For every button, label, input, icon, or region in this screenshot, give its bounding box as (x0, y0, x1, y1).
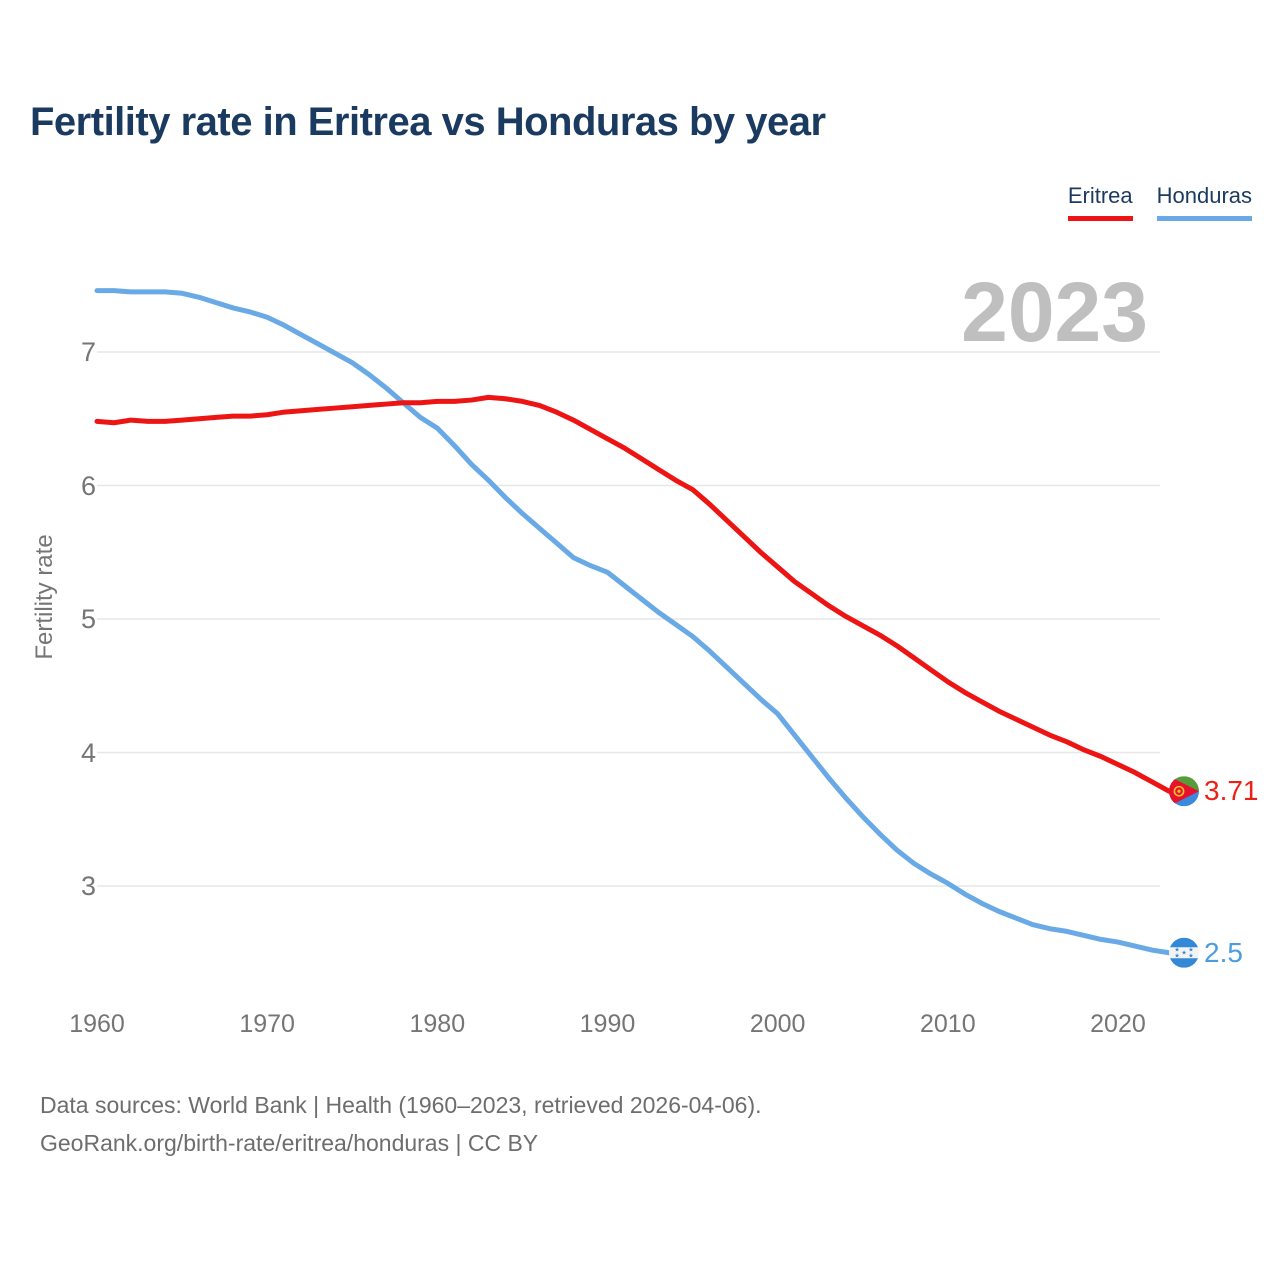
x-axis-tick: 1980 (409, 1010, 466, 1038)
x-axis-tick: 1960 (69, 1010, 125, 1038)
y-axis-tick: 4 (80, 737, 96, 768)
honduras-end-value: 2.5 (1204, 937, 1243, 968)
legend: Eritrea Honduras (1067, 183, 1252, 222)
footer-attribution-line: GeoRank.org/birth-rate/eritrea/honduras … (40, 1130, 539, 1156)
svg-text:★: ★ (1188, 946, 1193, 953)
gridlines (97, 351, 1160, 887)
y-axis-tick: 7 (80, 337, 96, 367)
honduras-line (94, 288, 1172, 956)
legend-item-honduras[interactable]: Honduras (1156, 183, 1252, 222)
y-axis-tick: 6 (80, 470, 96, 501)
honduras-flag-icon: ★ ★ ★ ★ ★ (1169, 937, 1199, 968)
year-watermark: 2023 (961, 265, 1148, 359)
eritrea-line (94, 394, 1172, 794)
x-axis-tick: 2010 (919, 1010, 976, 1038)
x-axis-tick: 2020 (1090, 1010, 1146, 1038)
svg-text:★: ★ (1174, 946, 1179, 953)
footer-sources-line: Data sources: World Bank | Health (1960–… (40, 1092, 762, 1118)
legend-item-eritrea[interactable]: Eritrea (1067, 183, 1133, 222)
y-axis-title: Fertility rate (31, 534, 58, 660)
svg-text:★: ★ (1174, 952, 1179, 959)
x-axis-tick: 1990 (579, 1010, 636, 1038)
eritrea-end-value: 3.71 (1204, 775, 1259, 806)
x-axis-tick: 2000 (749, 1010, 806, 1038)
x-axis-tick: 1970 (239, 1010, 295, 1038)
eritrea-flag-icon (1169, 776, 1199, 807)
svg-text:★: ★ (1188, 952, 1193, 959)
y-axis-tick: 5 (80, 604, 96, 634)
page-title: Fertility rate in Eritrea vs Honduras by… (30, 100, 826, 144)
y-axis-tick: 3 (80, 871, 96, 901)
svg-text:★: ★ (1181, 949, 1186, 956)
footer: Data sources: World Bank | Health (1960–… (40, 1086, 762, 1162)
